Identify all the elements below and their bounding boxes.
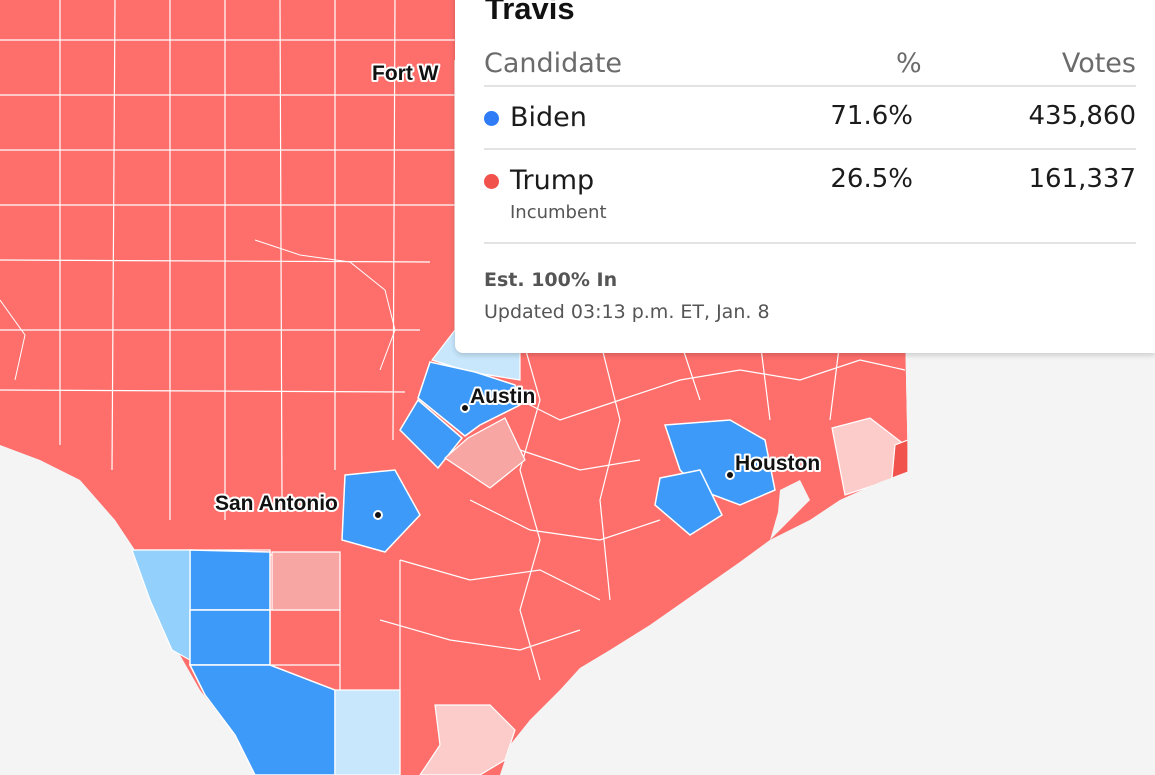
county-brooks	[334, 689, 401, 775]
county-bastrop	[444, 417, 526, 489]
city-label-san-antonio: San Antonio	[215, 492, 338, 515]
county-travis[interactable]	[417, 361, 521, 437]
county-fort-bend	[654, 469, 723, 536]
candidate-votes-biden: 435,860	[1028, 101, 1136, 131]
county-hays	[399, 398, 464, 470]
county-maverick	[131, 549, 191, 662]
county-atascosa	[271, 551, 341, 611]
county-orange	[891, 439, 909, 479]
river	[254, 239, 396, 371]
candidate-percent-biden: 71.6%	[830, 101, 913, 131]
header-percent: %	[896, 48, 922, 79]
city-label-houston: Houston	[735, 452, 820, 475]
row-divider	[484, 148, 1136, 150]
county-nueces	[419, 704, 516, 775]
bay-water	[770, 480, 810, 540]
county-name: Travis	[485, 0, 575, 26]
incumbent-label: Incumbent	[510, 202, 607, 223]
reporting-status: Est. 100% In	[484, 269, 618, 291]
city-austin: Austin	[460, 383, 537, 413]
footer-divider	[484, 242, 1136, 244]
updated-timestamp: Updated 03:13 p.m. ET, Jan. 8	[484, 301, 770, 323]
city-houston: Houston	[725, 450, 822, 480]
header-votes: Votes	[1061, 48, 1136, 79]
city-dot-houston	[725, 470, 735, 480]
river-2	[0, 299, 26, 381]
biden-color-dot	[484, 111, 499, 126]
city-fort-worth: Fort W	[370, 60, 441, 87]
gulf-water	[500, 330, 1155, 775]
trump-color-dot	[484, 174, 499, 189]
city-label-austin: Austin	[470, 385, 535, 408]
city-label-fort-worth: Fort W	[372, 62, 439, 85]
city-san-antonio: San Antonio	[213, 490, 383, 520]
candidate-name-biden: Biden	[510, 102, 587, 133]
candidate-percent-trump: 26.5%	[830, 164, 913, 194]
county-starr-hidalgo	[188, 664, 336, 775]
county-results-popup: Travis Candidate % Votes Biden 71.6% 435…	[455, 0, 1155, 353]
city-dot-san-antonio	[373, 510, 383, 520]
header-candidate: Candidate	[484, 48, 623, 79]
county-webb	[189, 549, 271, 611]
city-dot-austin	[460, 403, 470, 413]
candidate-name-trump: Trump	[510, 165, 595, 196]
header-divider	[484, 85, 1136, 87]
candidate-votes-trump: 161,337	[1028, 164, 1136, 194]
county-zapata	[189, 609, 271, 666]
